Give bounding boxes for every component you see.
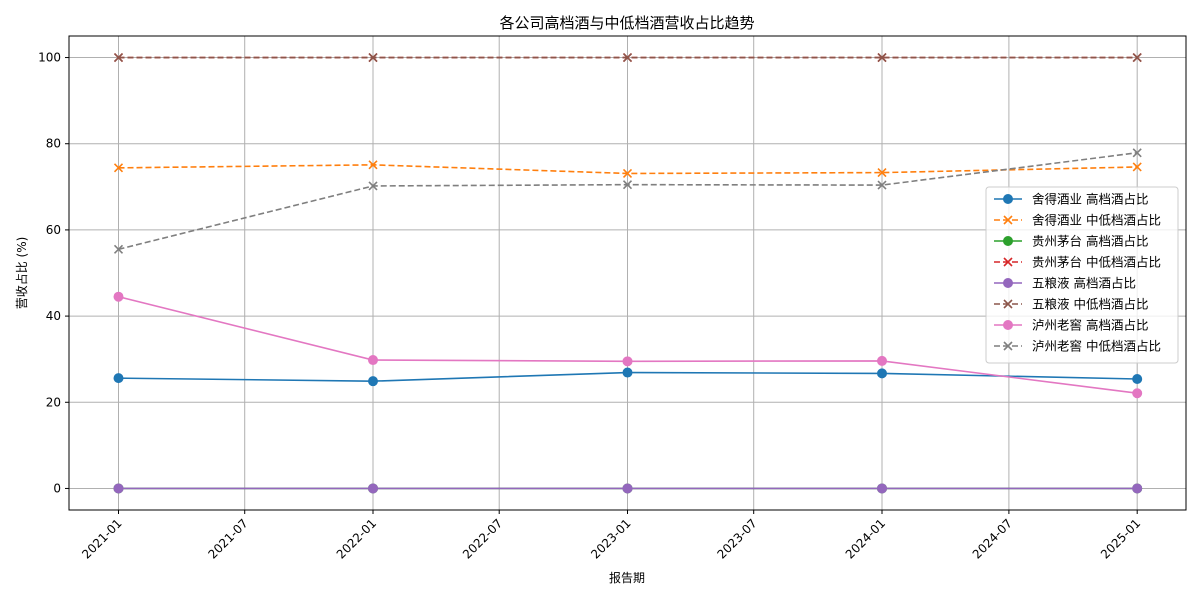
legend-marker	[1003, 341, 1013, 351]
data-point	[876, 483, 887, 494]
data-point	[877, 168, 887, 178]
data-point	[368, 376, 379, 387]
legend-item[interactable]: 五粮液 中低档酒占比	[994, 297, 1148, 312]
data-point	[113, 163, 124, 173]
data-point	[876, 368, 887, 379]
legend-label: 五粮液 中低档酒占比	[1032, 297, 1148, 312]
x-tick-label: 2022-07	[460, 516, 505, 561]
data-point	[113, 52, 124, 63]
legend-marker	[1003, 299, 1013, 309]
legend-label: 五粮液 高档酒占比	[1032, 276, 1136, 291]
x-tick-label: 2021-01	[79, 516, 124, 561]
legend-marker	[1003, 236, 1013, 246]
chart-title: 各公司高档酒与中低档酒营收占比趋势	[499, 14, 754, 32]
y-tick-label: 100	[38, 51, 61, 65]
series-0	[113, 367, 1143, 387]
legend-marker	[1003, 194, 1013, 204]
data-point	[622, 367, 633, 378]
legend-marker	[1003, 215, 1013, 225]
data-point	[622, 483, 633, 494]
legend-label: 舍得酒业 中低档酒占比	[1032, 213, 1161, 228]
y-tick-label: 80	[46, 137, 61, 151]
y-tick-label: 60	[46, 223, 61, 237]
legend-marker	[1003, 320, 1013, 330]
data-point	[876, 355, 887, 366]
x-tick-label: 2024-01	[843, 516, 888, 561]
data-point	[622, 52, 633, 63]
y-axis-label: 营收占比 (%)	[14, 237, 29, 310]
legend-item[interactable]: 舍得酒业 高档酒占比	[994, 192, 1148, 207]
legend-box	[985, 186, 1179, 364]
legend-item[interactable]: 泸州老窖 高档酒占比	[994, 318, 1148, 333]
x-tick-label: 2022-01	[334, 516, 379, 561]
y-axis: 0 20 40 60 80 100	[38, 51, 69, 495]
data-point	[368, 160, 378, 170]
data-point	[113, 483, 124, 494]
x-tick-label: 2025-01	[1098, 516, 1143, 561]
legend-item[interactable]: 贵州茅台 中低档酒占比	[994, 255, 1161, 270]
legend-label: 舍得酒业 高档酒占比	[1032, 192, 1148, 207]
legend-label: 贵州茅台 高档酒占比	[1032, 234, 1148, 249]
data-point	[877, 52, 887, 63]
data-point	[622, 168, 633, 179]
legend-marker	[1003, 278, 1013, 288]
data-point	[368, 355, 379, 366]
x-axis-label: 报告期	[609, 570, 645, 585]
x-tick-label: 2023-07	[714, 516, 759, 561]
data-point	[368, 181, 378, 191]
data-point	[113, 291, 124, 302]
y-tick-label: 20	[46, 395, 61, 409]
series-7	[113, 148, 1142, 254]
data-point	[622, 356, 633, 367]
x-axis: 2021-01 2021-07 2022-01 2022-07 2023-01 2023-…	[79, 510, 1143, 562]
data-point	[877, 180, 887, 190]
legend-item[interactable]: 舍得酒业 中低档酒占比	[994, 213, 1161, 228]
data-point	[113, 373, 124, 384]
data-point	[368, 52, 378, 63]
data-point	[1132, 483, 1143, 494]
series-5	[113, 52, 1142, 63]
data-point	[1132, 52, 1142, 63]
data-point	[1132, 162, 1142, 172]
data-point	[1132, 374, 1143, 385]
legend-item[interactable]: 五粮液 高档酒占比	[994, 276, 1136, 291]
x-tick-label: 2021-07	[205, 516, 250, 561]
series-group	[113, 52, 1143, 494]
data-point	[113, 244, 124, 254]
legend-label: 泸州老窖 高档酒占比	[1032, 318, 1148, 333]
series-1	[113, 160, 1142, 179]
series-6	[113, 291, 1143, 399]
legend-label: 贵州茅台 中低档酒占比	[1032, 255, 1161, 270]
data-point	[1132, 148, 1142, 158]
legend-marker	[1003, 257, 1013, 267]
data-point	[622, 180, 633, 190]
legend-item[interactable]: 贵州茅台 高档酒占比	[994, 234, 1148, 249]
legend-label: 泸州老窖 中低档酒占比	[1032, 339, 1161, 354]
data-point	[368, 483, 379, 494]
legend-item[interactable]: 泸州老窖 中低档酒占比	[994, 339, 1161, 354]
x-tick-label: 2024-07	[970, 516, 1015, 561]
data-point	[1132, 388, 1143, 399]
series-4	[113, 483, 1143, 494]
y-tick-label: 0	[53, 481, 61, 495]
y-tick-label: 40	[46, 309, 61, 323]
x-tick-label: 2023-01	[588, 516, 633, 561]
